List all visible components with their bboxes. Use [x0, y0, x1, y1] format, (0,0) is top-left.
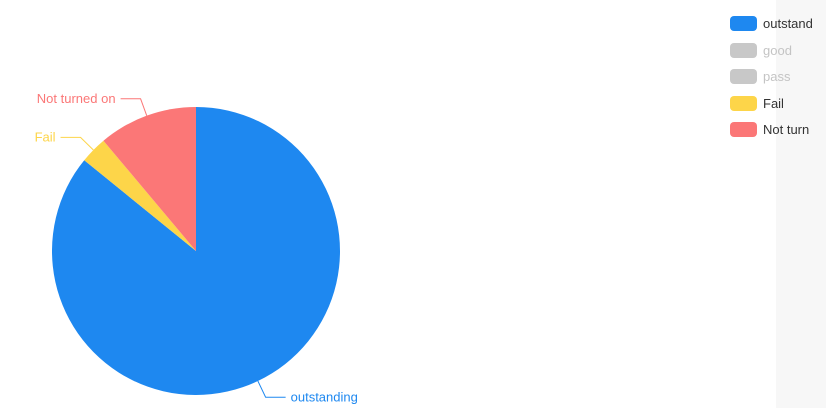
legend-swatch-fail — [730, 95, 757, 111]
callout-line-not-turned-on — [120, 98, 148, 116]
pie-slice-outstanding[interactable] — [51, 107, 340, 396]
legend-label-pass: pass — [763, 69, 791, 84]
pie-slices — [51, 107, 340, 396]
legend-label-not-turned-on: Not turn — [763, 122, 810, 137]
slice-label-fail: Fail — [35, 129, 56, 144]
legend-swatch-not-turned-on — [730, 122, 757, 137]
slice-label-outstanding: outstanding — [291, 389, 358, 404]
side-panel — [776, 0, 826, 408]
legend-swatch-good — [730, 42, 757, 58]
slice-label-not-turned-on: Not turned on — [37, 91, 116, 106]
legend-label-fail: Fail — [763, 95, 784, 111]
legend-label-good: good — [763, 42, 792, 58]
legend-item-good[interactable]: good — [730, 41, 826, 60]
legend-label-outstanding: outstand — [763, 16, 813, 31]
slice-callouts: outstanding Fail Not turned on — [35, 91, 358, 405]
legend-swatch-outstanding — [730, 16, 757, 31]
legend-item-fail[interactable]: Fail — [730, 94, 826, 113]
pie-slice-fail[interactable] — [84, 140, 196, 251]
callout-line-fail — [60, 136, 94, 151]
legend: outstand good pass Fail Not turn — [730, 14, 826, 147]
callout-line-outstanding — [257, 380, 286, 398]
legend-swatch-pass — [730, 69, 757, 84]
legend-item-outstanding[interactable]: outstand — [730, 14, 826, 33]
legend-item-not-turned-on[interactable]: Not turn — [730, 120, 826, 139]
legend-item-pass[interactable]: pass — [730, 67, 826, 86]
pie-slice-not-turned-on[interactable] — [103, 107, 196, 251]
